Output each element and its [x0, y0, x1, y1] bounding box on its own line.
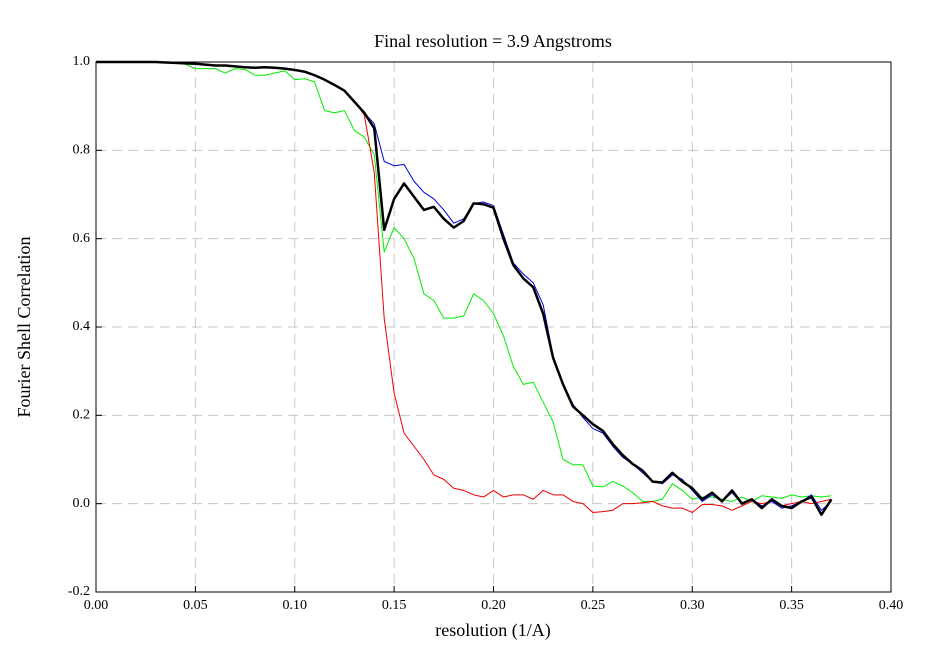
x-tick-label: 0.05 — [183, 598, 208, 613]
y-tick-label: 0.8 — [73, 143, 91, 158]
x-axis-label: resolution (1/A) — [435, 620, 550, 641]
x-tick-label: 0.30 — [680, 598, 705, 613]
x-tick-label: 0.40 — [879, 598, 904, 613]
x-tick-label: 0.15 — [382, 598, 407, 613]
x-tick-label: 0.10 — [283, 598, 308, 613]
y-tick-label: 0.2 — [73, 408, 91, 423]
x-tick-label: 0.35 — [779, 598, 804, 613]
series-line — [96, 60, 833, 516]
y-tick-label: 1.0 — [73, 54, 91, 69]
y-tick-label: -0.2 — [68, 584, 90, 599]
y-tick-label: 0.0 — [73, 496, 91, 511]
y-axis-label: Fourier Shell Correlation — [14, 237, 34, 418]
y-tick-label: 0.6 — [73, 231, 91, 246]
plot-frame — [95, 61, 892, 593]
x-tick-label: 0.25 — [581, 598, 606, 613]
y-tick-label: 0.4 — [73, 319, 91, 334]
x-tick-label: 0.00 — [84, 598, 109, 613]
x-tick-label: 0.20 — [481, 598, 506, 613]
chart-title: Final resolution = 3.9 Angstroms — [374, 31, 612, 51]
